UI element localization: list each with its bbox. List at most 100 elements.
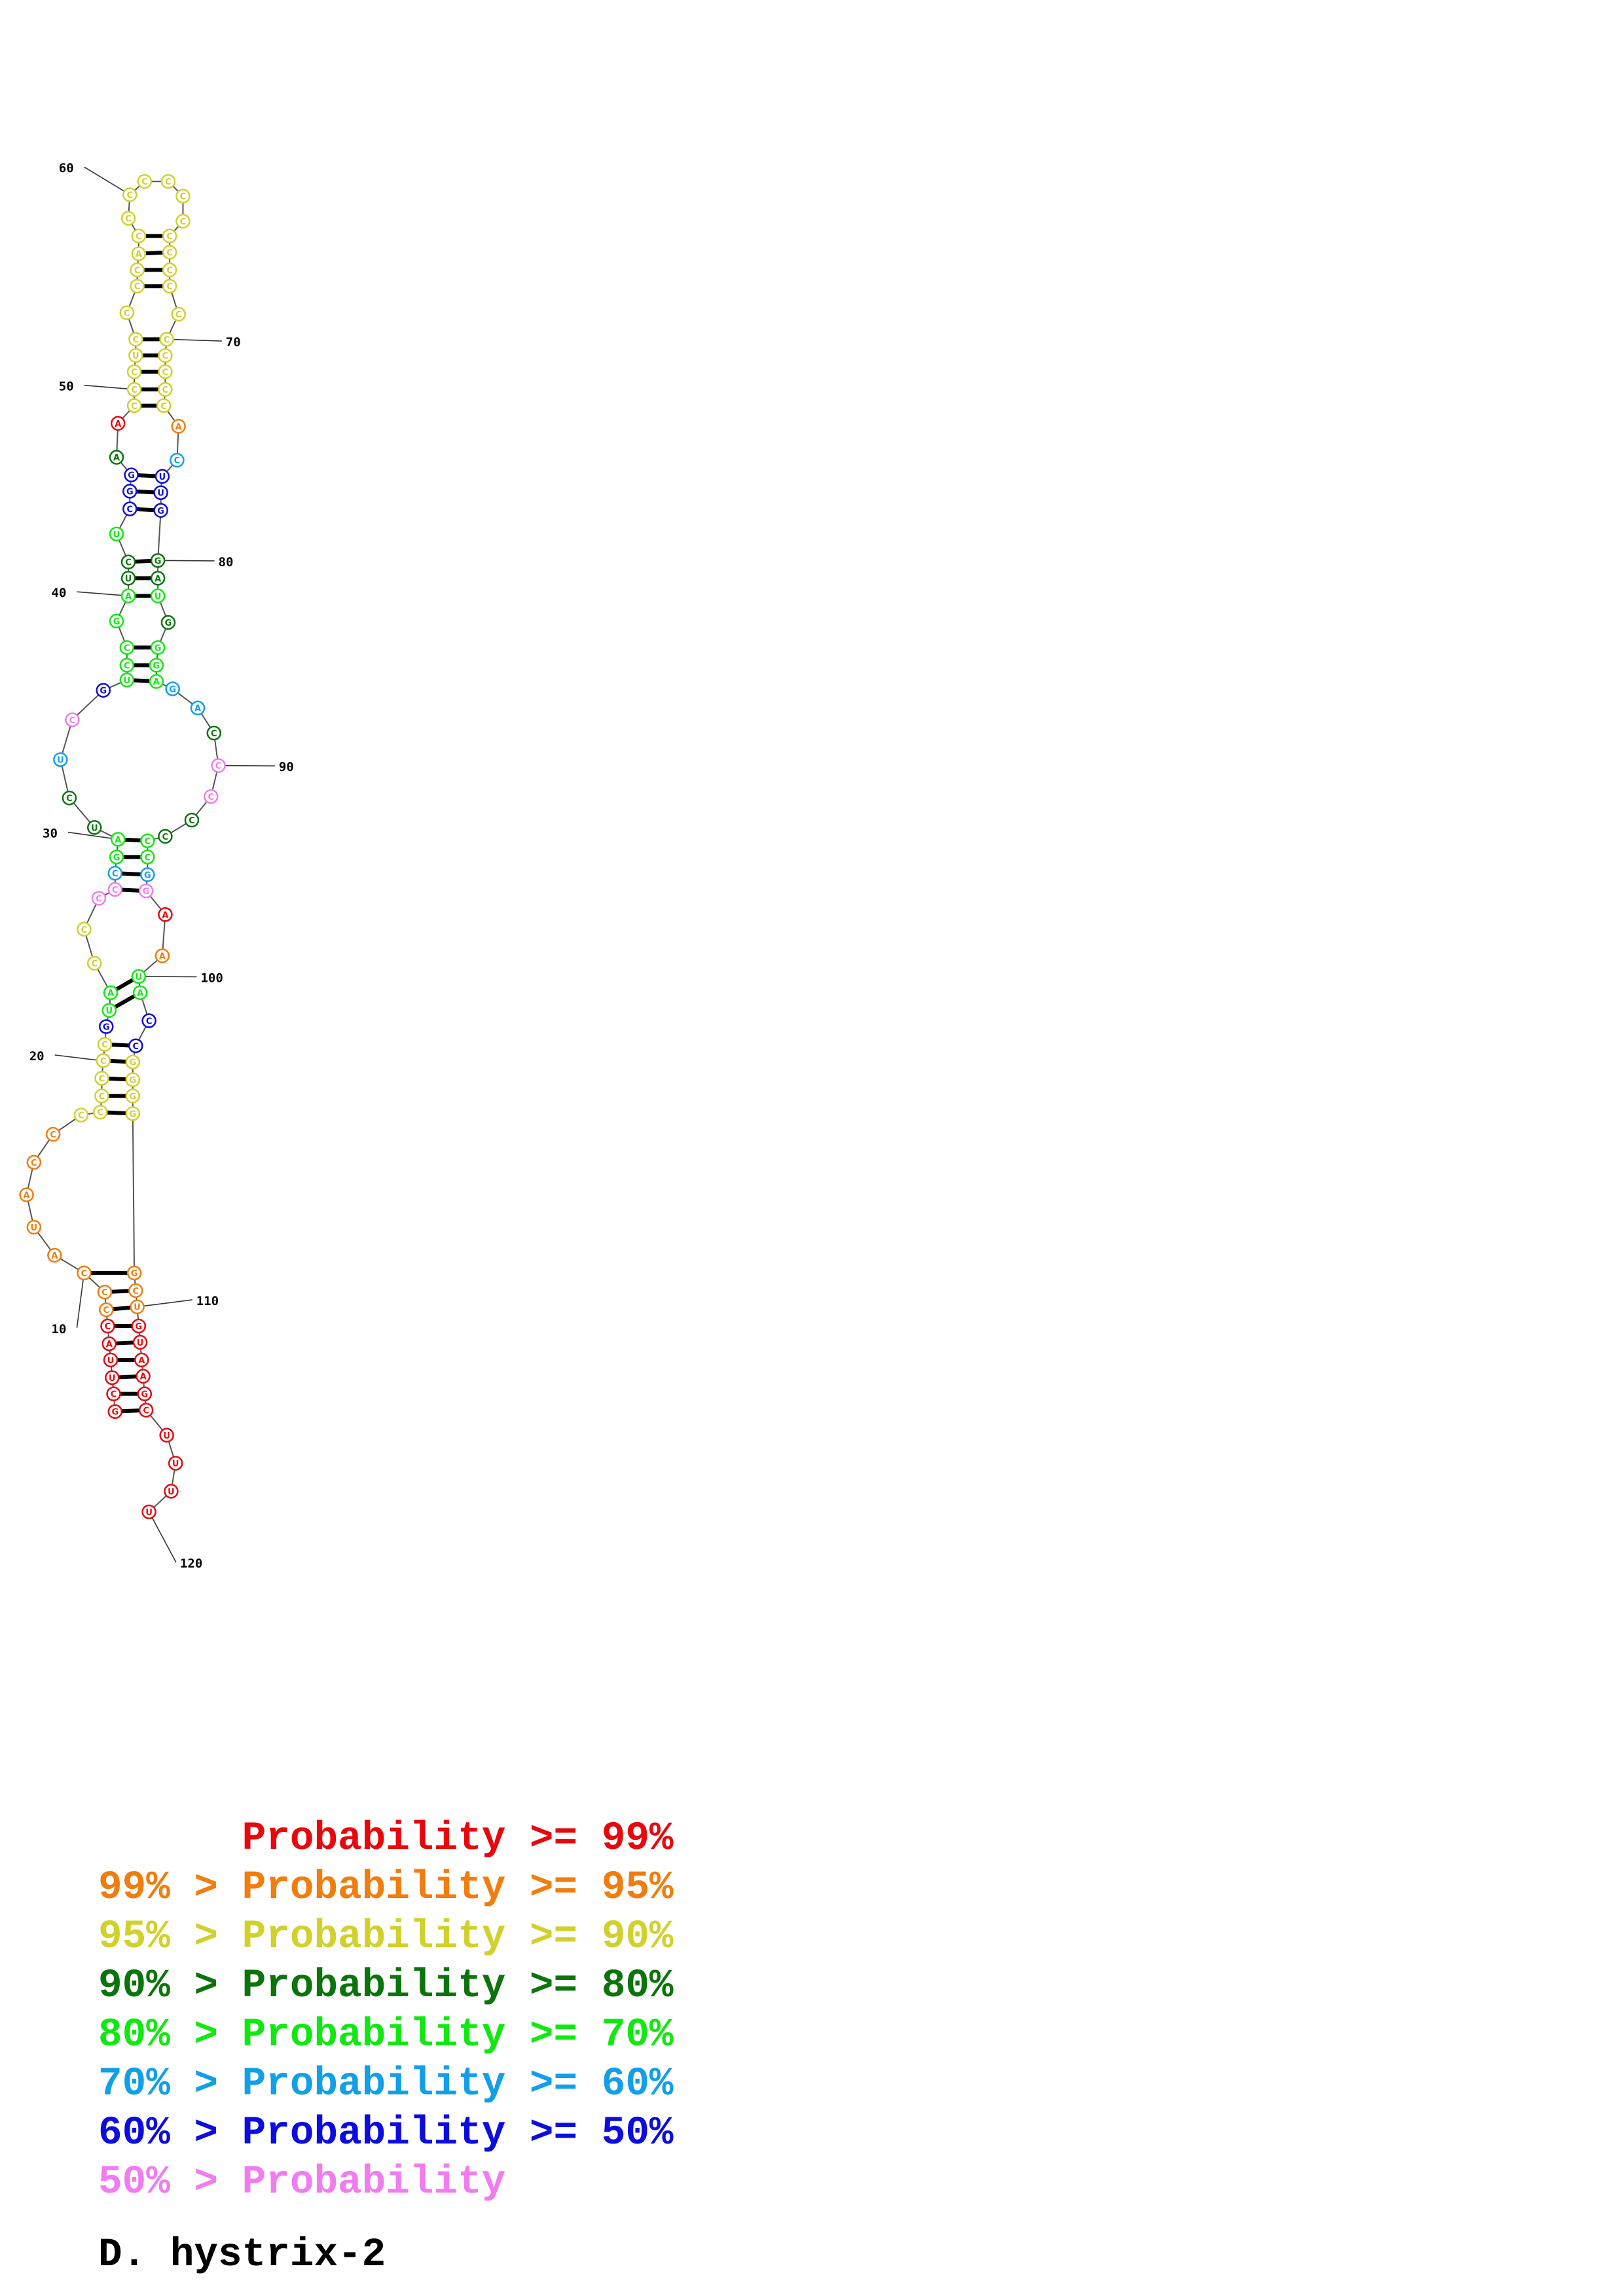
nucleotide-letter: G	[129, 1109, 136, 1119]
nucleotide-letter: G	[129, 1058, 136, 1068]
nucleotide-letter: U	[57, 756, 64, 766]
nucleotide: C	[162, 245, 177, 260]
index-label: 30	[43, 827, 58, 841]
nucleotide-letter: A	[113, 454, 120, 463]
nucleotide-letter: C	[180, 217, 187, 227]
index-label: 110	[196, 1294, 219, 1308]
index-leader	[148, 1511, 177, 1563]
nucleotide-letter: U	[107, 1356, 115, 1366]
nucleotide-letter: A	[137, 989, 143, 999]
nucleotide-letter: U	[132, 351, 139, 361]
index-label: 50	[59, 380, 74, 394]
nucleotide-letter: C	[91, 960, 98, 969]
nucleotide-letter: C	[180, 192, 187, 202]
nucleotide-letter: C	[127, 505, 134, 515]
nucleotide: C	[94, 1071, 109, 1086]
nucleotide-letter: A	[24, 1191, 30, 1200]
index-leader	[137, 1299, 192, 1308]
nucleotide: C	[158, 364, 173, 380]
nucleotide: C	[45, 1126, 61, 1142]
nucleotide: C	[140, 833, 155, 848]
nucleotide-letter: C	[133, 335, 139, 345]
nucleotide-letter: G	[141, 1390, 149, 1400]
nucleotide: U	[164, 1484, 179, 1499]
nucleotide: U	[119, 672, 135, 688]
nucleotide-letter: C	[160, 402, 167, 412]
nucleotide-letter: C	[50, 1130, 56, 1140]
nucleotide: C	[140, 850, 155, 865]
backbone-segment	[132, 1113, 136, 1273]
nucleotide: C	[122, 501, 137, 516]
nucleotide: G	[131, 1318, 147, 1334]
index-labels: 60 70 50 80 40 90 30 100 20 110 10 120	[29, 161, 294, 1571]
nucleotide-letter: U	[134, 1303, 141, 1313]
nucleotide-letter: U	[31, 1223, 38, 1233]
nucleotide-letter: C	[100, 1056, 107, 1066]
nucleotide: C	[100, 1318, 115, 1334]
nucleotide-letter: A	[153, 677, 160, 687]
nucleotide-letter: C	[143, 1406, 149, 1416]
nucleotide-letter: C	[162, 368, 169, 378]
nucleotide: C	[130, 262, 145, 278]
nucleotide: G	[165, 681, 180, 696]
nucleotide-letter: G	[113, 617, 120, 627]
index-label: 20	[29, 1049, 45, 1064]
nucleotide: C	[65, 712, 80, 728]
nucleotide-letter: C	[166, 282, 173, 292]
nucleotide-letter: C	[131, 386, 137, 395]
nucleotide-letter: C	[162, 351, 169, 361]
nucleotide-letter: A	[194, 704, 201, 714]
nucleotide: C	[128, 1038, 143, 1054]
nucleotide: C	[156, 398, 172, 413]
nucleotide-letter: U	[145, 1508, 153, 1518]
nucleotide-letter: C	[78, 1111, 84, 1121]
nucleotide: C	[26, 1155, 42, 1170]
nucleotide: C	[162, 262, 177, 278]
nucleotide-letter: C	[124, 309, 130, 319]
nucleotide: C	[162, 278, 177, 294]
nucleotide: G	[150, 553, 166, 568]
nucleotide: A	[150, 571, 166, 586]
nucleotide: C	[211, 758, 226, 773]
nucleotide-letter: A	[155, 574, 161, 584]
nucleotide-letter: G	[157, 507, 164, 516]
nucleotide: C	[159, 332, 174, 347]
nucleotide-letter: C	[127, 190, 134, 200]
nucleotide: A	[158, 907, 173, 922]
nucleotide: G	[96, 683, 111, 698]
index-label: 60	[59, 161, 74, 175]
nucleotide-letter: U	[168, 1487, 175, 1497]
nucleotide-letter: U	[172, 1460, 179, 1469]
nucleotide-letter: A	[107, 989, 114, 999]
nucleotide: A	[101, 1336, 117, 1352]
nucleotide: A	[149, 673, 164, 689]
nucleotide: G	[137, 1386, 153, 1401]
index-leader	[84, 166, 130, 196]
nucleotide-letter: C	[211, 729, 217, 739]
nucleotide: C	[175, 213, 191, 229]
nucleotide-letter: C	[215, 762, 222, 772]
nucleotide-letter: G	[128, 471, 135, 481]
nucleotide: G	[109, 850, 124, 865]
nucleotide-letter: C	[131, 402, 137, 412]
legend-line: 60% > Probability >= 50%	[98, 2111, 674, 2156]
nucleotide: G	[140, 867, 155, 882]
nucleotide-letter: C	[189, 816, 195, 826]
nucleotide: C	[77, 1265, 92, 1281]
nucleotide: G	[149, 658, 164, 673]
nucleotide: C	[128, 332, 143, 347]
nucleotide: G	[99, 1019, 114, 1034]
nucleotide: C	[86, 956, 102, 971]
nucleotide-letter: G	[113, 853, 120, 863]
nucleotide-letter: A	[125, 592, 132, 601]
nucleotide-letter: C	[103, 1306, 109, 1316]
nucleotide-letter: U	[91, 823, 98, 833]
nucleotide-letter: A	[162, 910, 168, 920]
nucleotide-letter: C	[166, 266, 173, 276]
nucleotide-letter: G	[155, 556, 162, 566]
nucleotide: U	[109, 526, 124, 542]
nucleotide-letter: A	[140, 1372, 147, 1382]
nucleotide-letter: C	[136, 232, 142, 242]
nucleotide: C	[175, 188, 191, 204]
